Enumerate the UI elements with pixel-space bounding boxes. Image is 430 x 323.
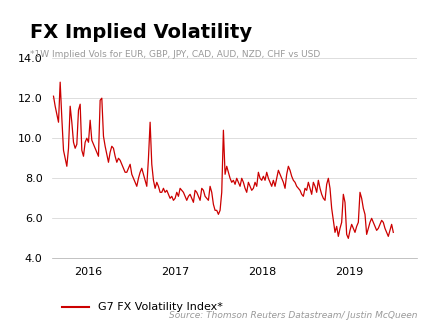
Legend: G7 FX Volatility Index*: G7 FX Volatility Index*	[57, 298, 227, 317]
Text: *1W Implied Vols for EUR, GBP, JPY, CAD, AUD, NZD, CHF vs USD: *1W Implied Vols for EUR, GBP, JPY, CAD,…	[30, 50, 320, 59]
Text: FX Implied Volatility: FX Implied Volatility	[30, 23, 252, 42]
Text: Source: Thomson Reuters Datastream/ Justin McQueen: Source: Thomson Reuters Datastream/ Just…	[169, 311, 417, 320]
Line: G7 FX Volatility Index*: G7 FX Volatility Index*	[53, 82, 393, 238]
